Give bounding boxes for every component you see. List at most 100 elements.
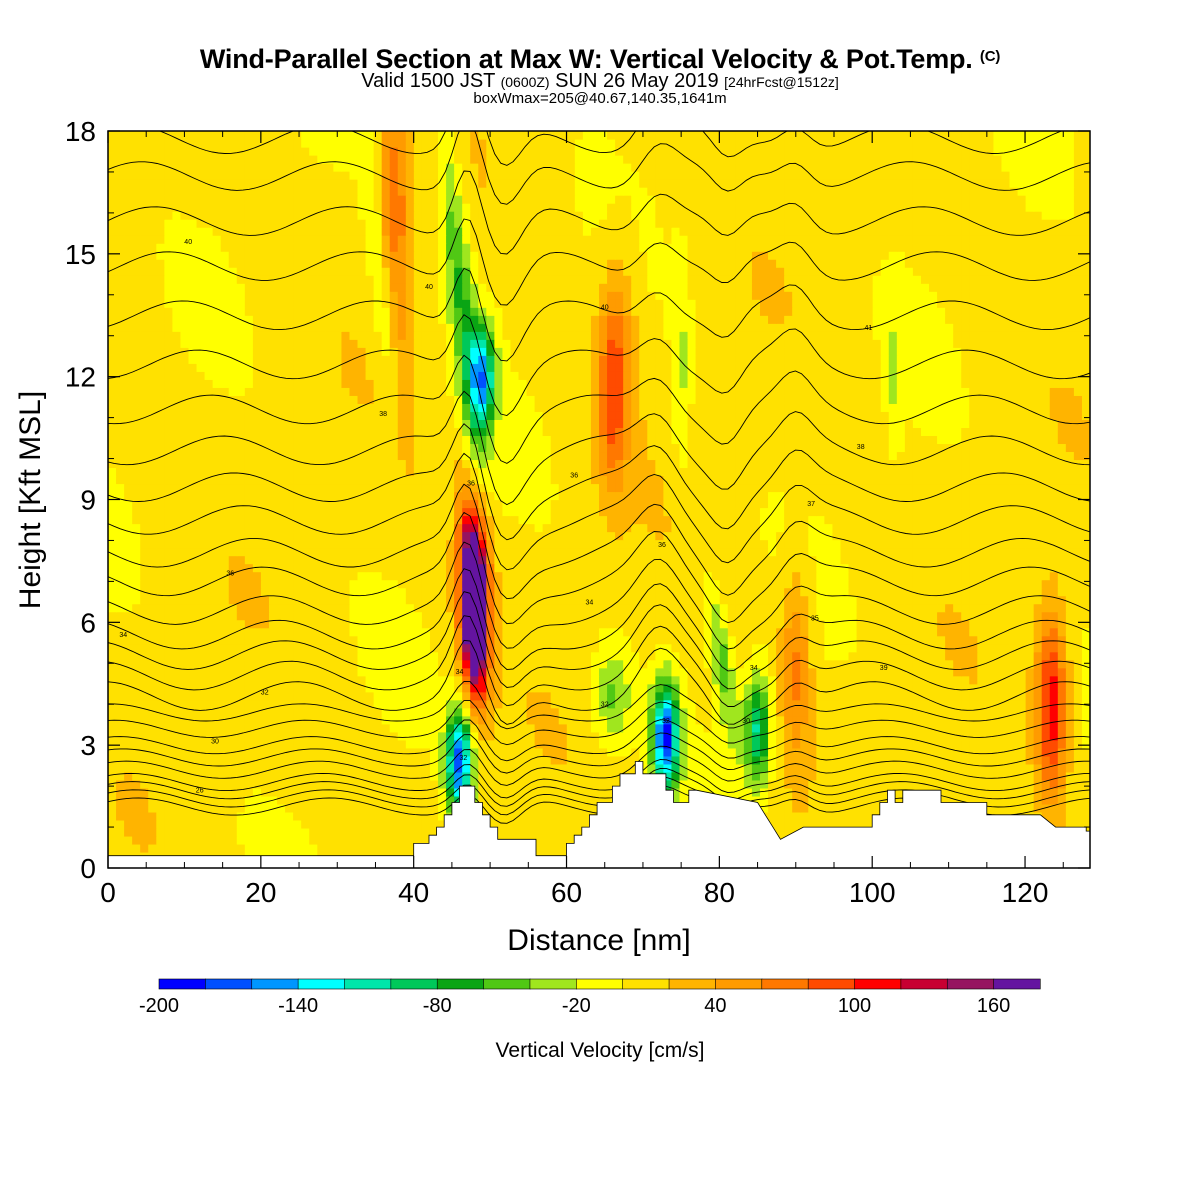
velocity-cell <box>864 675 874 685</box>
velocity-cell <box>486 723 495 733</box>
velocity-cell <box>792 619 801 629</box>
velocity-cell <box>969 723 978 733</box>
velocity-cell <box>140 579 149 589</box>
velocity-cell <box>301 827 310 837</box>
velocity-cell <box>534 651 544 661</box>
velocity-cell <box>405 731 415 741</box>
velocity-cell <box>164 627 173 637</box>
velocity-cell <box>848 611 858 621</box>
velocity-cell <box>116 835 125 845</box>
velocity-cell <box>196 819 206 829</box>
velocity-cell <box>494 683 504 693</box>
velocity-cell <box>985 787 995 797</box>
velocity-cell <box>985 699 995 709</box>
velocity-cell <box>446 723 455 733</box>
velocity-cell <box>389 643 399 653</box>
velocity-cell <box>607 763 616 773</box>
velocity-cell <box>397 539 407 549</box>
velocity-cell <box>566 619 576 629</box>
velocity-cell <box>1025 691 1035 701</box>
velocity-cell <box>639 699 648 709</box>
velocity-cell <box>929 555 938 565</box>
velocity-cell <box>872 579 882 589</box>
velocity-cell <box>116 579 125 589</box>
velocity-cell <box>566 803 576 813</box>
velocity-cell <box>566 795 576 805</box>
velocity-cell <box>888 771 898 781</box>
velocity-cell <box>631 571 640 581</box>
velocity-cell <box>872 795 882 805</box>
velocity-cell <box>196 555 206 565</box>
velocity-cell <box>397 811 407 821</box>
velocity-cell <box>856 555 866 565</box>
velocity-cell <box>188 595 198 605</box>
velocity-cell <box>1041 739 1051 749</box>
velocity-cell <box>196 659 206 669</box>
velocity-cell <box>1033 555 1043 565</box>
velocity-cell <box>277 787 286 797</box>
velocity-cell <box>993 563 1003 573</box>
valid-time: Valid 1500 JST <box>361 70 496 92</box>
velocity-cell <box>582 627 592 637</box>
velocity-cell <box>124 723 133 733</box>
velocity-cell <box>695 619 705 629</box>
velocity-cell <box>405 667 415 677</box>
velocity-cell <box>349 835 359 845</box>
velocity-cell <box>124 803 133 813</box>
velocity-cell <box>405 547 415 557</box>
velocity-cell <box>655 595 664 605</box>
velocity-cell <box>961 771 970 781</box>
velocity-cell <box>526 723 536 733</box>
velocity-cell <box>808 555 817 565</box>
velocity-cell <box>252 651 262 661</box>
velocity-cell <box>140 747 149 757</box>
velocity-cell <box>397 643 407 653</box>
velocity-cell <box>277 659 286 669</box>
velocity-cell <box>1065 691 1075 701</box>
velocity-cell <box>792 563 801 573</box>
velocity-cell <box>421 547 431 557</box>
velocity-cell <box>961 643 970 653</box>
velocity-cell <box>277 563 286 573</box>
velocity-cell <box>550 547 560 557</box>
velocity-cell <box>462 563 471 573</box>
velocity-cell <box>252 691 262 701</box>
velocity-cell <box>236 635 246 645</box>
velocity-cell <box>1041 619 1051 629</box>
velocity-cell <box>454 707 463 717</box>
velocity-cell <box>937 723 946 733</box>
velocity-cell <box>945 595 954 605</box>
velocity-cell <box>405 795 415 805</box>
velocity-cell <box>751 659 761 669</box>
velocity-cell <box>840 691 850 701</box>
velocity-cell <box>864 683 874 693</box>
velocity-cell <box>840 539 850 549</box>
velocity-cell <box>317 659 326 669</box>
velocity-cell <box>631 643 640 653</box>
velocity-cell <box>317 707 326 717</box>
velocity-cell <box>639 747 648 757</box>
velocity-cell <box>655 571 664 581</box>
velocity-cell <box>260 547 270 557</box>
velocity-cell <box>582 611 592 621</box>
velocity-cell <box>260 843 270 853</box>
velocity-cell <box>478 699 487 709</box>
velocity-cell <box>148 651 157 661</box>
velocity-cell <box>792 571 801 581</box>
velocity-cell <box>518 611 528 621</box>
velocity-cell <box>888 747 898 757</box>
velocity-cell <box>864 547 874 557</box>
velocity-cell <box>808 627 817 637</box>
velocity-cell <box>446 619 455 629</box>
velocity-cell <box>759 691 769 701</box>
velocity-cell <box>421 683 431 693</box>
velocity-cell <box>108 579 117 589</box>
velocity-cell <box>920 763 930 773</box>
velocity-cell <box>864 731 874 741</box>
velocity-cell <box>776 659 785 669</box>
velocity-cell <box>558 835 568 845</box>
velocity-cell <box>389 699 399 709</box>
velocity-cell <box>421 731 431 741</box>
velocity-cell <box>1073 635 1083 645</box>
velocity-cell <box>703 563 713 573</box>
